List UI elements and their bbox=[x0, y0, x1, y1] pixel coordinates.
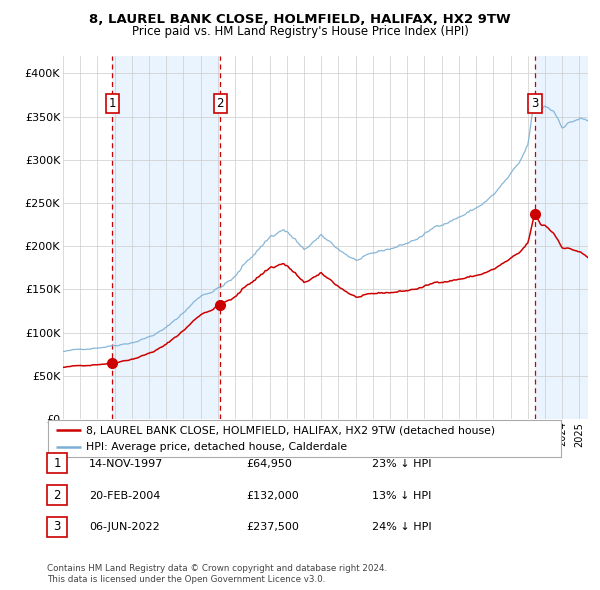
Text: 06-JUN-2022: 06-JUN-2022 bbox=[89, 523, 160, 532]
Text: Contains HM Land Registry data © Crown copyright and database right 2024.: Contains HM Land Registry data © Crown c… bbox=[47, 565, 387, 573]
Text: 20-FEB-2004: 20-FEB-2004 bbox=[89, 491, 160, 500]
Text: 1: 1 bbox=[109, 97, 116, 110]
Text: £132,000: £132,000 bbox=[246, 491, 299, 500]
Text: 8, LAUREL BANK CLOSE, HOLMFIELD, HALIFAX, HX2 9TW: 8, LAUREL BANK CLOSE, HOLMFIELD, HALIFAX… bbox=[89, 13, 511, 26]
Text: 13% ↓ HPI: 13% ↓ HPI bbox=[372, 491, 431, 500]
Text: 2: 2 bbox=[53, 489, 61, 502]
Text: 3: 3 bbox=[532, 97, 539, 110]
Text: 23% ↓ HPI: 23% ↓ HPI bbox=[372, 459, 431, 468]
Text: 3: 3 bbox=[53, 520, 61, 533]
Text: 2: 2 bbox=[217, 97, 224, 110]
Text: Price paid vs. HM Land Registry's House Price Index (HPI): Price paid vs. HM Land Registry's House … bbox=[131, 25, 469, 38]
Text: This data is licensed under the Open Government Licence v3.0.: This data is licensed under the Open Gov… bbox=[47, 575, 325, 584]
Text: 1: 1 bbox=[53, 457, 61, 470]
Text: HPI: Average price, detached house, Calderdale: HPI: Average price, detached house, Cald… bbox=[86, 442, 347, 452]
Bar bbox=[112, 56, 220, 419]
Text: 14-NOV-1997: 14-NOV-1997 bbox=[89, 459, 163, 468]
Text: 24% ↓ HPI: 24% ↓ HPI bbox=[372, 523, 431, 532]
Text: 8, LAUREL BANK CLOSE, HOLMFIELD, HALIFAX, HX2 9TW (detached house): 8, LAUREL BANK CLOSE, HOLMFIELD, HALIFAX… bbox=[86, 425, 496, 435]
Bar bbox=[535, 56, 588, 419]
Text: £237,500: £237,500 bbox=[246, 523, 299, 532]
Text: £64,950: £64,950 bbox=[246, 459, 292, 468]
